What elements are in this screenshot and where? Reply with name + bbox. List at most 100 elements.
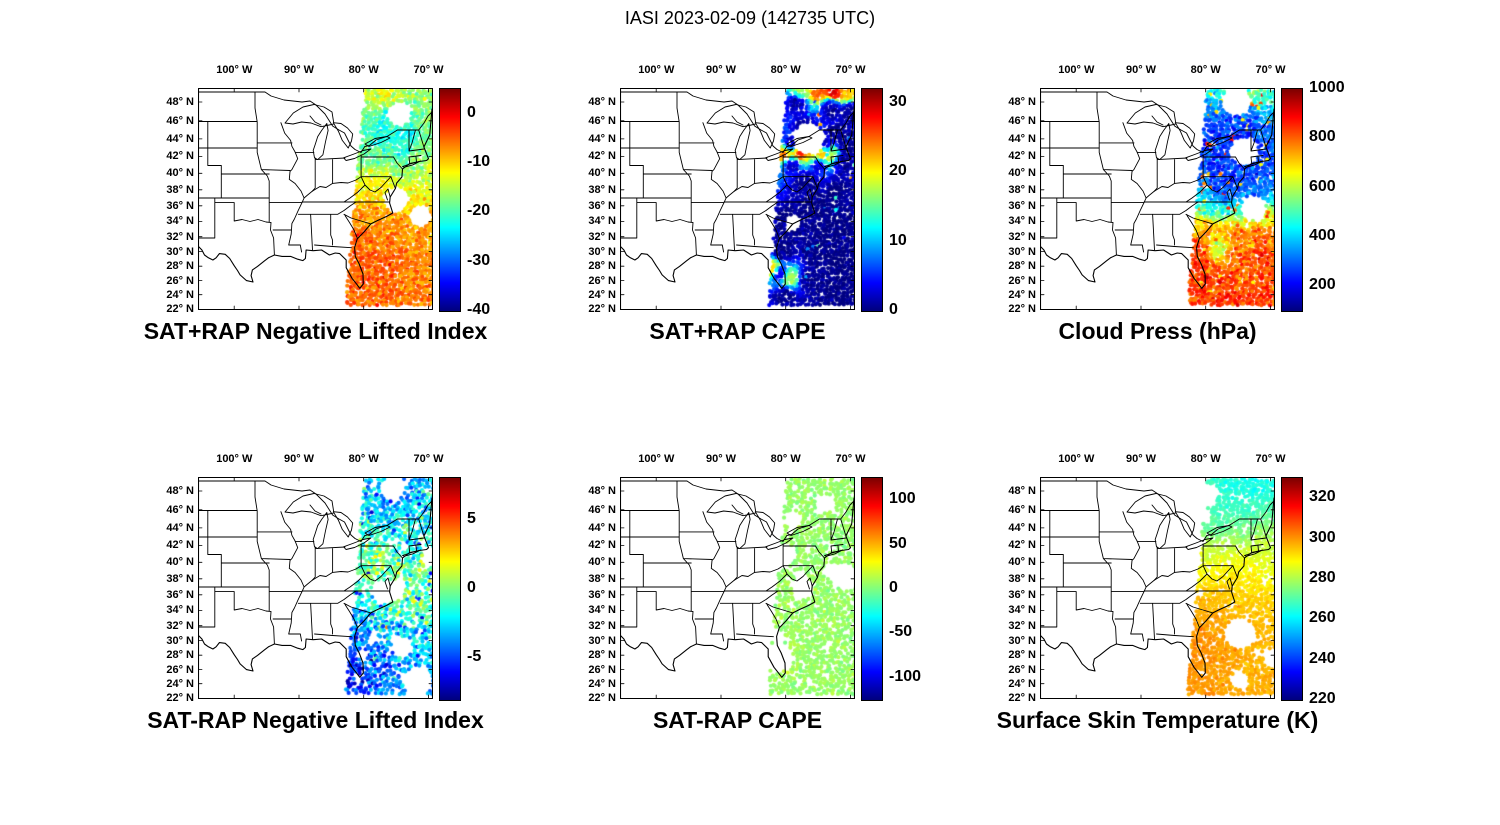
lat-tick-label: 22° N [588,691,616,704]
lat-tick-label: 30° N [166,245,194,258]
us-map-outline [620,477,855,699]
figure-title: IASI 2023-02-09 (142735 UTC) [624,8,876,28]
us-map-outline [198,88,433,310]
colorbar-tick-label: -30 [467,251,491,269]
latitude-axis: 48° N 46° N 44° N 42° N 40° N 38° N 36° N 34° N… [153,88,194,315]
colorbar-tick-label: 30 [889,92,907,110]
lat-tick-label: 22° N [166,302,194,315]
lat-tick-label: 34° N [1008,604,1036,617]
latitude-axis: 48° N 46° N 44° N 42° N 40° N 38° N 36° N 34° N… [153,477,194,704]
lat-tick-label: 38° N [166,572,194,585]
lat-tick-label: 48° N [588,485,616,498]
colorbar-tick-label: 800 [1309,128,1336,146]
panel-satrap-cape: 100° W 90° W 80° W 70° W 48° N 46° N 44° N 42°… [575,64,955,374]
lat-tick-label: 28° N [588,649,616,662]
colorbar-labels: 1000 800 600 400 200 [1309,79,1373,310]
lat-tick-label: 22° N [166,691,194,704]
colorbar-tick-label: 240 [1309,649,1336,667]
lat-tick-label: 36° N [588,199,616,212]
colorbar-tick-label: 50 [889,534,907,552]
lat-tick-label: 46° N [166,503,194,516]
latitude-axis: 48° N 46° N 44° N 42° N 40° N 38° N 36° N 34° N… [575,477,616,704]
colorbar-tick-label: 260 [1309,609,1336,627]
lat-tick-label: 40° N [588,167,616,180]
lat-tick-label: 38° N [588,572,616,585]
lat-tick-label: 38° N [1008,183,1036,196]
lon-tick-label: 80° W [1190,64,1221,76]
latitude-axis: 48° N 46° N 44° N 42° N 40° N 38° N 36° N 34° N… [995,88,1036,315]
lat-tick-label: 48° N [1008,485,1036,498]
lat-tick-label: 32° N [588,619,616,632]
lat-tick-label: 36° N [1008,199,1036,212]
lat-tick-label: 42° N [588,539,616,552]
lon-tick-label: 100° W [638,64,675,76]
colorbar-tick-label: 300 [1309,528,1336,546]
panel-satminusrap-cape: 100° W 90° W 80° W 70° W 48° N 46° N 44° N 42°… [575,453,955,763]
lat-tick-label: 30° N [1008,245,1036,258]
lat-tick-label: 48° N [166,96,194,109]
map-plot-area [620,88,855,310]
lat-tick-label: 24° N [166,288,194,301]
colorbar-labels: 0 -10 -20 -30 -40 [467,88,531,318]
colorbar-labels: 320 300 280 260 240 220 [1309,477,1373,707]
lat-tick-label: 24° N [1008,677,1036,690]
lat-tick-label: 34° N [588,215,616,228]
lat-tick-label: 26° N [588,274,616,287]
lat-tick-label: 22° N [588,302,616,315]
lon-tick-label: 80° W [348,64,379,76]
longitude-axis: 100° W 90° W 80° W 70° W [198,64,443,80]
colorbar-tick-label: 0 [889,579,898,596]
lat-tick-label: 26° N [166,274,194,287]
lat-tick-label: 34° N [166,215,194,228]
lat-tick-label: 42° N [1008,539,1036,552]
lat-tick-label: 32° N [166,230,194,243]
lat-tick-label: 28° N [1008,260,1036,273]
us-map-outline [620,88,855,310]
lon-tick-label: 80° W [770,64,801,76]
lat-tick-label: 42° N [166,539,194,552]
colorbar-tick-label: 5 [467,509,476,527]
lat-tick-label: 44° N [588,132,616,145]
colorbar-tick-label: -50 [889,623,913,641]
lat-tick-label: 30° N [588,634,616,647]
lat-tick-label: 46° N [1008,114,1036,127]
lon-tick-label: 90° W [1125,453,1157,465]
map-plot-area [198,477,433,699]
colorbar-tick-label: 100 [889,490,916,508]
lon-tick-label: 70° W [413,64,444,76]
colorbar-tick-label: -20 [467,202,491,220]
lat-tick-label: 44° N [166,132,194,145]
lon-tick-label: 90° W [705,64,737,76]
lat-tick-label: 36° N [166,588,194,601]
lat-tick-label: 44° N [588,521,616,534]
panel-cloud-press: 100° W 90° W 80° W 70° W 48° N 46° N 44° N 42°… [995,64,1375,374]
lat-tick-label: 38° N [166,183,194,196]
lat-tick-label: 28° N [588,260,616,273]
lat-tick-label: 30° N [166,634,194,647]
lat-tick-label: 40° N [1008,167,1036,180]
lat-tick-label: 30° N [1008,634,1036,647]
lat-tick-label: 28° N [166,649,194,662]
latitude-axis: 48° N 46° N 44° N 42° N 40° N 38° N 36° N 34° N… [575,88,616,315]
lat-tick-label: 32° N [166,619,194,632]
lat-tick-label: 22° N [1008,691,1036,704]
lat-tick-label: 30° N [588,245,616,258]
us-map-outline [1040,88,1275,310]
lon-tick-label: 90° W [1125,64,1157,76]
lat-tick-label: 48° N [166,485,194,498]
lat-tick-label: 44° N [166,521,194,534]
colorbar-tick-label: 1000 [1309,79,1345,96]
lon-tick-label: 90° W [705,453,737,465]
lat-tick-label: 32° N [1008,619,1036,632]
lat-tick-label: 44° N [1008,521,1036,534]
longitude-axis: 100° W 90° W 80° W 70° W [198,453,443,469]
colorbar-tick-label: -100 [889,667,922,685]
longitude-axis: 100° W 90° W 80° W 70° W [620,64,865,80]
lat-tick-label: 42° N [1008,150,1036,163]
lon-tick-label: 70° W [835,64,866,76]
lat-tick-label: 26° N [166,663,194,676]
lon-tick-label: 70° W [1255,64,1286,76]
lat-tick-label: 34° N [1008,215,1036,228]
lat-tick-label: 46° N [588,503,616,516]
colorbar-tick-label: -40 [467,301,491,318]
